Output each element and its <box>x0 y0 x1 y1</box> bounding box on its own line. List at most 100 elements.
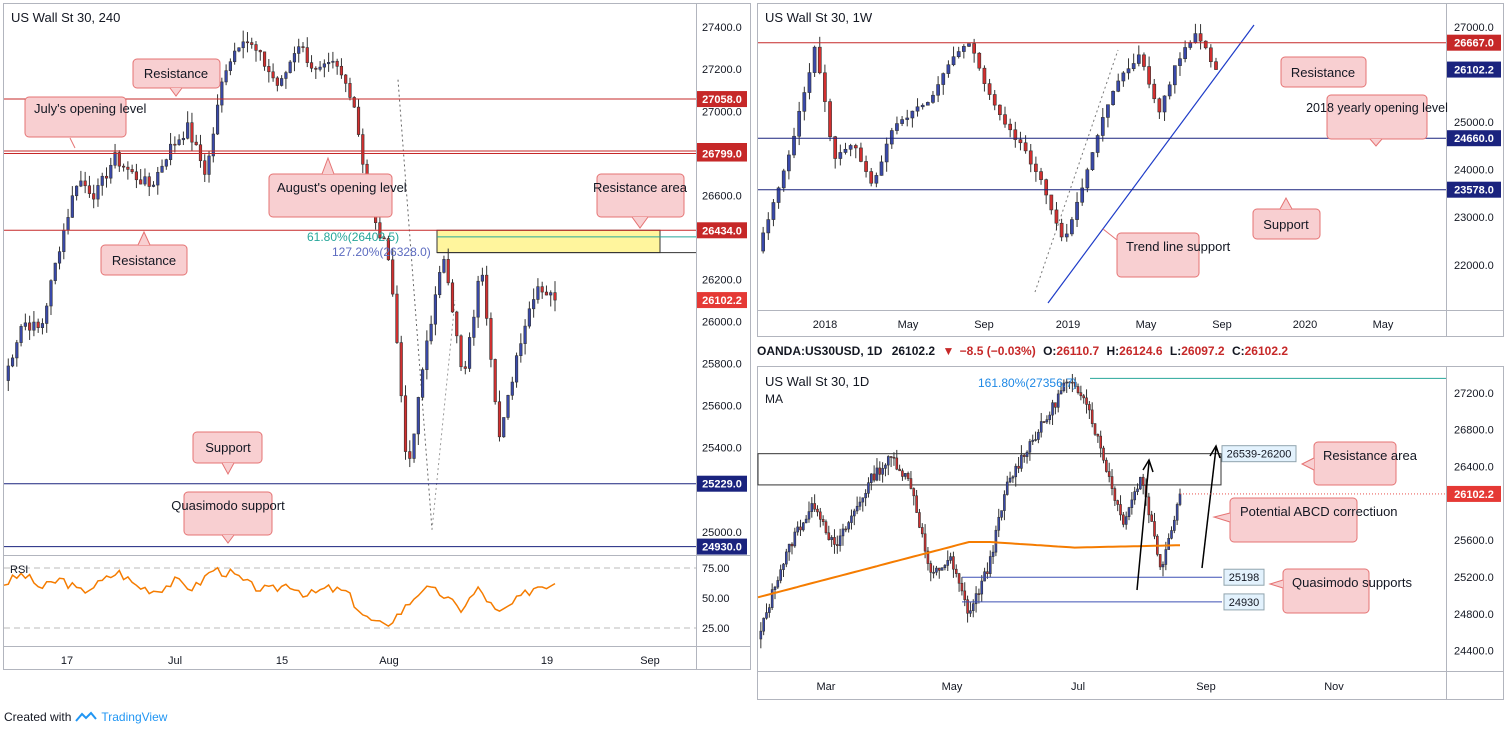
weekly-candle <box>823 72 827 102</box>
h4-candle <box>19 326 23 343</box>
h4-rsi-tick: 50.00 <box>702 593 730 605</box>
weekly-candle <box>992 94 997 106</box>
h4-rsi-tick: 25.00 <box>702 623 730 635</box>
daily-candle <box>1116 500 1119 505</box>
daily-candle <box>1161 564 1165 568</box>
daily-candle <box>1048 414 1052 420</box>
annotation-resistance-lower: Resistance <box>100 230 188 276</box>
daily-candle <box>1068 381 1071 384</box>
h4-candle <box>250 42 254 45</box>
weekly-level-tag <box>1447 130 1501 147</box>
weekly-level-label: 26102.2 <box>1454 65 1494 77</box>
weekly-candle <box>1075 201 1079 220</box>
h4-candle <box>45 305 49 324</box>
h4-candle <box>169 143 173 160</box>
daily-candle <box>1096 434 1100 437</box>
daily-candle <box>1122 514 1125 525</box>
daily-candle <box>929 563 933 573</box>
daily-change: −8.5 (−0.03%) <box>960 344 1036 358</box>
weekly-candle <box>1157 98 1162 113</box>
annotation-support: Support <box>192 431 263 476</box>
daily-y-tick: 24400.0 <box>1454 646 1494 658</box>
h4-candle <box>57 251 62 264</box>
h4-candle <box>322 63 326 68</box>
h4-candle <box>122 165 126 168</box>
daily-candle <box>858 501 862 507</box>
weekly-candle <box>1172 65 1177 86</box>
annotation-quasimodo-support: Quasimodo support <box>171 491 285 544</box>
daily-abcd-arrowhead <box>1209 444 1221 459</box>
svg-text:Resistance: Resistance <box>144 66 208 81</box>
daily-candle <box>1011 476 1015 479</box>
daily-candle <box>980 580 984 595</box>
h4-candle <box>100 175 104 186</box>
weekly-candle <box>838 152 843 159</box>
daily-candle <box>816 508 819 513</box>
daily-candle <box>1167 538 1170 550</box>
weekly-candle <box>1147 66 1151 85</box>
daily-zone-tag <box>1221 445 1297 463</box>
daily-candle <box>869 473 873 483</box>
weekly-level-tag <box>1447 181 1501 198</box>
daily-candle <box>1153 521 1156 537</box>
weekly-candle <box>1085 169 1090 189</box>
h4-candle <box>459 335 463 368</box>
weekly-candle <box>1198 33 1203 42</box>
annotation-resistance-area: Resistance area <box>593 173 688 229</box>
daily-candle <box>765 612 768 619</box>
h4-candle <box>224 70 228 83</box>
daily-candle <box>1150 514 1153 522</box>
h4-candle <box>194 141 198 146</box>
daily-candle <box>1022 454 1026 457</box>
weekly-level-label: 23578.0 <box>1454 185 1494 197</box>
h4-candle <box>356 106 361 135</box>
h4-candle <box>485 274 489 319</box>
daily-candle <box>799 526 802 531</box>
weekly-candle <box>1064 233 1069 238</box>
daily-candle <box>793 531 797 547</box>
weekly-candle <box>1028 150 1033 165</box>
annotation-abcd: Potential ABCD correctiuon <box>1212 497 1398 543</box>
daily-candle <box>813 503 816 510</box>
weekly-candle <box>1049 194 1054 211</box>
daily-candle <box>957 573 961 584</box>
h4-candle <box>540 286 544 293</box>
daily-candle <box>1164 549 1168 565</box>
daily-close: 26102.2 <box>1245 344 1289 358</box>
h4-y-tick: 25600.0 <box>702 401 742 413</box>
h4-candle <box>493 359 497 403</box>
h4-candle <box>241 41 245 49</box>
h4-candle <box>318 66 322 70</box>
weekly-level-label: 26667.0 <box>1454 38 1494 50</box>
h4-y-tick: 27000.0 <box>702 106 742 118</box>
daily-candle <box>776 580 780 588</box>
h4-candle <box>32 321 36 331</box>
h4-candle <box>442 259 446 273</box>
daily-y-tick: 26400.0 <box>1454 461 1494 473</box>
h4-candle <box>96 185 100 200</box>
weekly-candle <box>1121 72 1126 82</box>
h4-candle <box>391 259 395 295</box>
daily-candle <box>1107 471 1111 477</box>
weekly-candle <box>787 154 791 172</box>
daily-candle <box>1170 530 1173 539</box>
svg-text:Trend line support: Trend line support <box>1126 239 1231 254</box>
h4-candle <box>489 318 493 360</box>
h4-candle <box>117 152 121 167</box>
h4-candle <box>361 134 365 165</box>
weekly-candle <box>1193 33 1198 43</box>
footer-brand[interactable]: TradingView <box>101 710 168 724</box>
daily-candle <box>935 567 938 573</box>
h4-candle <box>519 343 523 356</box>
weekly-candle <box>1116 80 1121 92</box>
daily-low: 26097.2 <box>1181 344 1225 358</box>
h4-candle <box>207 155 211 175</box>
daily-candle <box>1071 381 1074 384</box>
weekly-candle <box>1023 142 1028 152</box>
weekly-candle <box>967 43 971 47</box>
weekly-candle <box>889 130 894 145</box>
footer: Created with TradingView <box>4 710 167 724</box>
annotation-quasimodo-supports: Quasimodo supports <box>1268 568 1412 614</box>
weekly-candle <box>915 106 920 112</box>
daily-candle <box>1102 447 1105 461</box>
